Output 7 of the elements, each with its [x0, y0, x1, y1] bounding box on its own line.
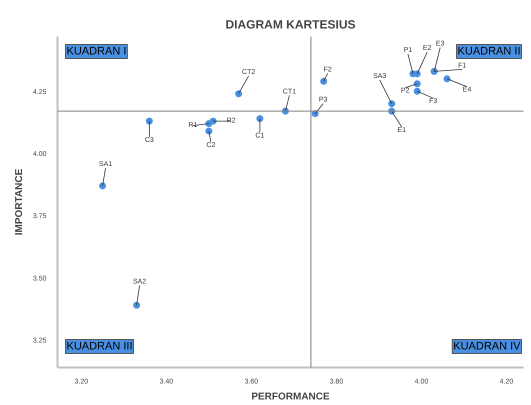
y-axis-title: IMPORTANCE [14, 168, 25, 236]
annotation: KUADRAN II [458, 46, 521, 58]
annotation: KUADRAN I [66, 46, 126, 58]
x-axis-title: PERFORMANCE [251, 392, 330, 402]
annotation: KUADRAN IV [453, 340, 522, 352]
chart-title: DIAGRAM KARTESIUS [226, 18, 356, 32]
annotation: KUADRAN III [66, 340, 133, 352]
